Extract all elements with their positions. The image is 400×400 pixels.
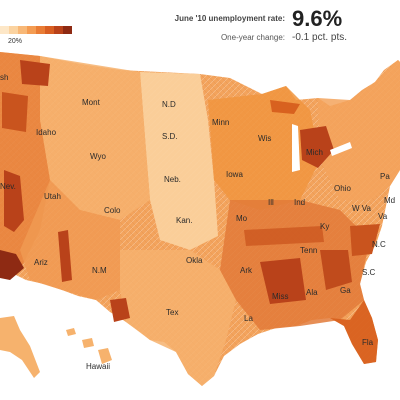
- change-label: One-year change:: [220, 33, 285, 42]
- oregon-hotspot: [2, 92, 28, 132]
- great-lakes-erie: [330, 142, 352, 156]
- great-plains-region: [140, 72, 218, 250]
- texas-region: [120, 250, 236, 386]
- michigan-hotspot: [300, 126, 334, 168]
- legend-swatch: [27, 26, 36, 34]
- watermark-logo: Vis zone: [335, 370, 392, 396]
- southwest-region: [20, 180, 120, 300]
- northeast-region: [318, 60, 400, 200]
- tennessee-band: [244, 226, 324, 246]
- alaska-inset: [0, 316, 40, 378]
- legend-swatch: [45, 26, 54, 34]
- georgia-hotspot: [320, 250, 352, 290]
- watermark-main: Vis: [335, 370, 368, 395]
- watermark-sub: zone: [369, 382, 392, 393]
- mississippi-hotspot: [260, 258, 306, 304]
- lake-michigan: [292, 124, 300, 172]
- oregon-coast-hotspot: [110, 298, 130, 322]
- rate-label: June '10 unemployment rate:: [174, 14, 285, 23]
- midwest-region: [208, 86, 320, 210]
- legend-swatch: [0, 26, 9, 34]
- legend-swatch: [36, 26, 45, 34]
- legend-swatch: [63, 26, 72, 34]
- legend-bar: [0, 26, 72, 34]
- hawaii-inset: [66, 328, 112, 364]
- mountain-region: [40, 56, 150, 220]
- california-hotspot: [0, 250, 24, 280]
- washington-hotspot: [20, 60, 50, 86]
- carolina-hotspot: [350, 224, 380, 256]
- legend-swatch: [54, 26, 63, 34]
- legend-swatch: [9, 26, 18, 34]
- nevada-hotspot: [4, 170, 24, 232]
- legend-max-label: 20%: [8, 38, 23, 45]
- rate-value: 9.6%: [292, 6, 343, 31]
- legend-swatch: [18, 26, 27, 34]
- florida-region: [330, 300, 378, 364]
- arizona-hotspot: [58, 230, 72, 282]
- michigan-up-hotspot: [270, 100, 300, 114]
- change-value: -0.1 pct. pts.: [292, 32, 348, 43]
